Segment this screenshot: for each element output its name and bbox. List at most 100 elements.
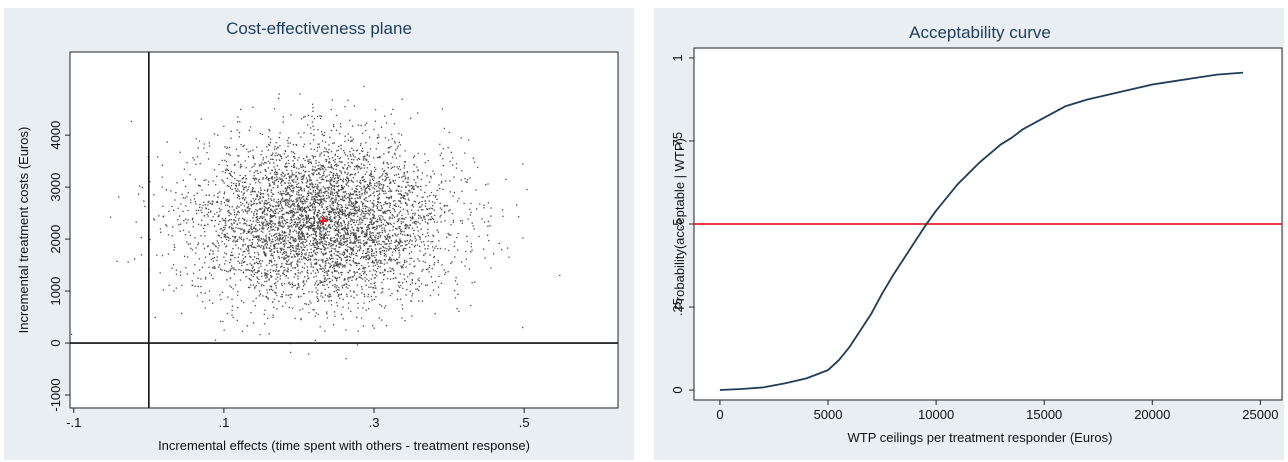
- scatter-point: [207, 245, 209, 248]
- scatter-point: [415, 288, 417, 290]
- scatter-point: [440, 282, 443, 284]
- scatter-point: [315, 291, 318, 293]
- scatter-point: [266, 203, 268, 205]
- scatter-point: [268, 180, 270, 182]
- scatter-point: [300, 317, 302, 320]
- scatter-point: [357, 230, 359, 232]
- scatter-point: [264, 273, 266, 275]
- scatter-point: [265, 253, 267, 256]
- scatter-point: [311, 103, 314, 105]
- scatter-point: [319, 173, 321, 176]
- scatter-point: [355, 187, 357, 190]
- scatter-point: [297, 272, 299, 274]
- scatter-point: [390, 195, 393, 197]
- scatter-point: [385, 122, 388, 124]
- scatter-point: [244, 186, 246, 188]
- scatter-point: [382, 212, 385, 214]
- scatter-point: [404, 225, 406, 227]
- scatter-point: [237, 211, 239, 213]
- scatter-point: [260, 189, 262, 191]
- scatter-point: [232, 192, 235, 195]
- scatter-point: [310, 162, 312, 165]
- scatter-point: [284, 240, 286, 242]
- scatter-point: [407, 176, 409, 179]
- scatter-point: [313, 239, 316, 241]
- scatter-point: [318, 204, 321, 206]
- scatter-point: [283, 257, 285, 260]
- scatter-point: [287, 259, 290, 261]
- scatter-point: [331, 237, 333, 239]
- scatter-point: [391, 292, 393, 295]
- scatter-point: [213, 169, 216, 171]
- scatter-point: [224, 235, 226, 237]
- scatter-point: [421, 204, 423, 206]
- scatter-point: [381, 249, 384, 252]
- scatter-point: [265, 237, 268, 239]
- scatter-point: [242, 261, 245, 264]
- scatter-point: [336, 163, 338, 165]
- scatter-point: [198, 258, 201, 260]
- scatter-point: [318, 143, 320, 145]
- scatter-point: [344, 210, 346, 212]
- scatter-point: [270, 221, 272, 223]
- scatter-point: [428, 271, 430, 273]
- scatter-point: [322, 226, 325, 228]
- scatter-point: [243, 205, 246, 207]
- scatter-point: [332, 260, 334, 263]
- scatter-point: [343, 265, 345, 267]
- scatter-point: [301, 254, 303, 256]
- scatter-point: [353, 297, 355, 299]
- scatter-point: [316, 226, 318, 229]
- scatter-point: [234, 236, 237, 239]
- scatter-point: [301, 206, 303, 208]
- scatter-point: [278, 136, 280, 139]
- scatter-point: [394, 210, 396, 213]
- scatter-point: [309, 161, 311, 163]
- scatter-point: [389, 235, 391, 238]
- scatter-point: [349, 174, 351, 177]
- scatter-point: [316, 179, 318, 182]
- scatter-point: [313, 128, 315, 131]
- scatter-point: [351, 140, 353, 142]
- scatter-point: [372, 179, 375, 182]
- scatter-point: [371, 209, 374, 211]
- scatter-point: [237, 180, 240, 182]
- scatter-point: [345, 234, 347, 236]
- scatter-point: [313, 117, 316, 120]
- scatter-point: [431, 216, 433, 218]
- scatter-point: [340, 217, 342, 219]
- scatter-point: [261, 133, 264, 136]
- scatter-point: [334, 241, 336, 244]
- scatter-point: [326, 272, 328, 274]
- scatter-point: [224, 172, 226, 174]
- scatter-point: [362, 220, 364, 222]
- scatter-point: [431, 217, 434, 220]
- scatter-point: [331, 219, 333, 221]
- scatter-point: [313, 309, 315, 311]
- scatter-point: [351, 247, 353, 250]
- scatter-point: [272, 270, 274, 272]
- scatter-point: [324, 253, 326, 255]
- scatter-point: [351, 193, 353, 195]
- scatter-point: [237, 260, 239, 262]
- scatter-point: [452, 157, 454, 159]
- scatter-point: [260, 230, 262, 232]
- scatter-point: [232, 288, 234, 290]
- scatter-point: [375, 239, 377, 241]
- scatter-point: [405, 224, 408, 226]
- scatter-point: [312, 125, 314, 127]
- scatter-point: [360, 286, 363, 288]
- scatter-point: [409, 191, 411, 193]
- scatter-point: [291, 282, 293, 284]
- scatter-point: [230, 213, 232, 215]
- scatter-point: [263, 224, 265, 227]
- scatter-point: [363, 198, 365, 201]
- scatter-point: [385, 192, 387, 194]
- scatter-point: [368, 174, 371, 176]
- scatter-point: [300, 215, 303, 218]
- scatter-point: [366, 233, 368, 236]
- scatter-point: [290, 199, 292, 201]
- scatter-point: [361, 231, 363, 233]
- scatter-point: [206, 152, 208, 154]
- scatter-point: [328, 251, 331, 253]
